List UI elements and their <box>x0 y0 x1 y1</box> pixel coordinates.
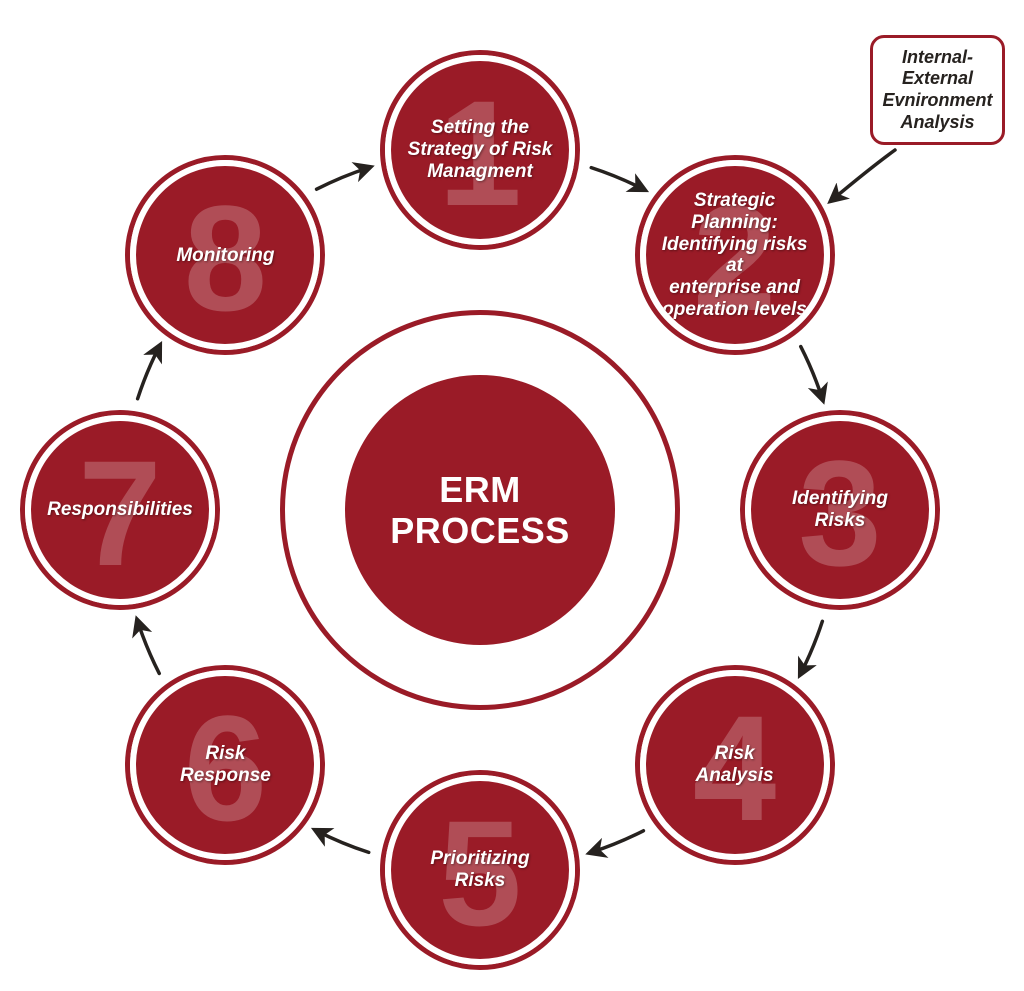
step-label: Responsibilities <box>37 499 203 521</box>
step-node-fill: 4RiskAnalysis <box>646 676 824 854</box>
step-node-fill: 7Responsibilities <box>31 421 209 599</box>
step-node-5: 5PrioritizingRisks <box>380 770 580 970</box>
step-node-7: 7Responsibilities <box>20 410 220 610</box>
step-label: PrioritizingRisks <box>420 848 539 892</box>
step-node-fill: 6RiskResponse <box>136 676 314 854</box>
step-label: StrategicPlanning:Identifying risks aten… <box>646 190 824 321</box>
step-node-1: 1Setting theStrategy of RiskManagment <box>380 50 580 250</box>
step-node-3: 3IdentifyingRisks <box>740 410 940 610</box>
callout-text: Internal-ExternalEvnironmentAnalysis <box>883 47 993 133</box>
step-label: Setting theStrategy of RiskManagment <box>398 117 563 183</box>
step-node-fill: 1Setting theStrategy of RiskManagment <box>391 61 569 239</box>
step-node-6: 6RiskResponse <box>125 665 325 865</box>
step-node-4: 4RiskAnalysis <box>635 665 835 865</box>
step-node-fill: 8Monitoring <box>136 166 314 344</box>
step-node-2: 2StrategicPlanning:Identifying risks ate… <box>635 155 835 355</box>
step-label: IdentifyingRisks <box>782 488 898 532</box>
diagram-stage: ERMPROCESS 1Setting theStrategy of RiskM… <box>0 0 1024 991</box>
center-circle: ERMPROCESS <box>345 375 615 645</box>
center-title: ERMPROCESS <box>390 469 570 552</box>
step-label: RiskResponse <box>170 743 281 787</box>
step-node-fill: 5PrioritizingRisks <box>391 781 569 959</box>
step-node-8: 8Monitoring <box>125 155 325 355</box>
callout-box: Internal-ExternalEvnironmentAnalysis <box>870 35 1005 145</box>
step-node-fill: 2StrategicPlanning:Identifying risks ate… <box>646 166 824 344</box>
step-label: Monitoring <box>166 245 284 267</box>
step-node-fill: 3IdentifyingRisks <box>751 421 929 599</box>
step-label: RiskAnalysis <box>685 743 783 787</box>
